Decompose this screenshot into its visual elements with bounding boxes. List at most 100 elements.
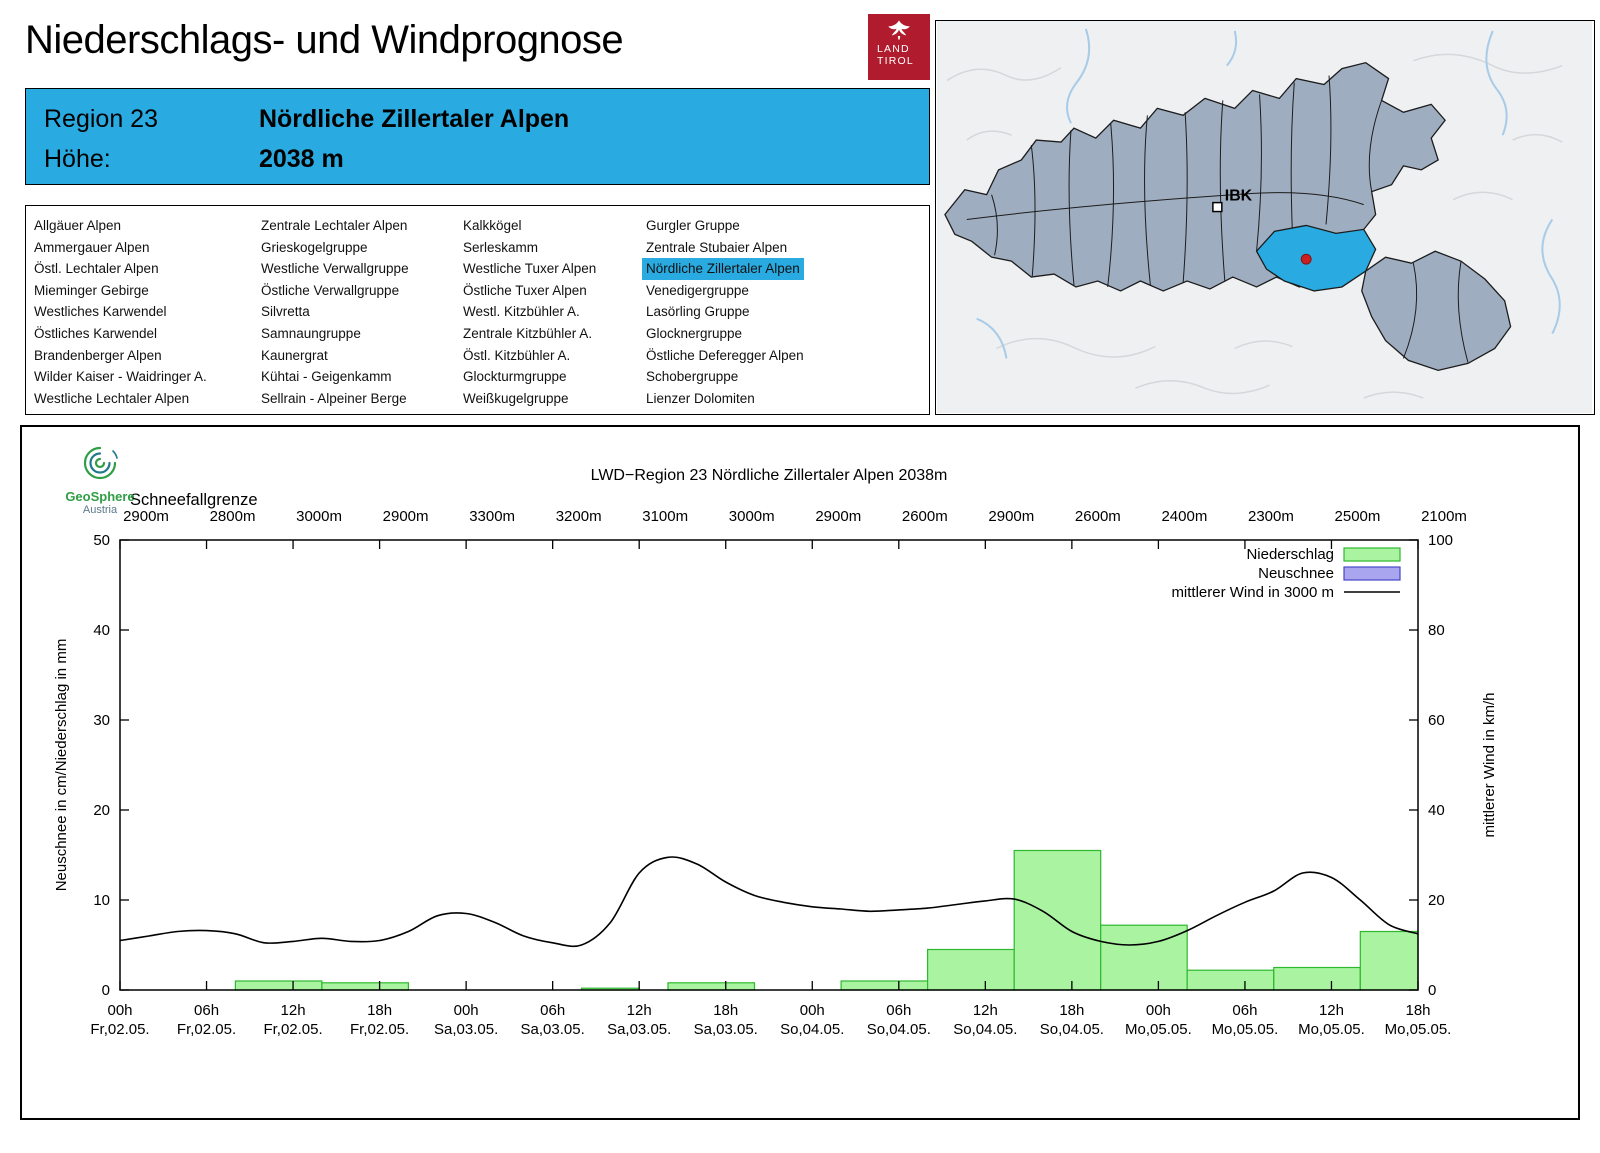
region-list-item[interactable]: Lasörling Gruppe	[646, 304, 750, 320]
x-axis-time-label: 18h	[367, 1002, 392, 1019]
map-region-highlighted[interactable]	[1255, 224, 1377, 292]
precipitation-bar	[1100, 924, 1188, 991]
region-list-item[interactable]: Wilder Kaiser - Waidringer A.	[34, 369, 207, 385]
region-list-item[interactable]: Westliche Verwallgruppe	[261, 261, 409, 277]
x-axis-time-label: 06h	[886, 1002, 911, 1019]
region-list-item[interactable]: Venedigergruppe	[646, 282, 749, 298]
region-list-item[interactable]: Mieminger Gebirge	[34, 282, 149, 298]
wind-line	[119, 856, 1419, 948]
y2-axis-tick-label: 80	[1428, 622, 1445, 639]
x-axis-date-label: Sa,03.05.	[434, 1021, 498, 1038]
region-list-item[interactable]: Brandenberger Alpen	[34, 347, 162, 363]
snowline-value: 2900m	[383, 508, 429, 525]
x-axis-date-label: So,04.05.	[953, 1021, 1017, 1038]
precipitation-bar	[1013, 849, 1102, 991]
x-axis-time-label: 12h	[1319, 1002, 1344, 1019]
region-list-item[interactable]: Serleskamm	[463, 239, 539, 255]
region-list-item[interactable]: Östliche Verwallgruppe	[261, 282, 400, 298]
region-list-item[interactable]: Zentrale Stubaier Alpen	[646, 239, 788, 255]
region-list-item[interactable]: Grieskogelgruppe	[261, 239, 368, 255]
geosphere-icon	[83, 446, 118, 480]
y-axis-tick-label: 50	[93, 532, 110, 549]
region-list-item[interactable]: Westliches Karwendel	[34, 304, 167, 320]
x-axis-time-label: 12h	[281, 1002, 306, 1019]
region-list-item[interactable]: Weißkugelgruppe	[463, 390, 569, 406]
tirol-overview-map: IBK	[935, 20, 1595, 415]
region-list-item[interactable]: Schobergruppe	[646, 369, 739, 385]
x-axis-time-label: 12h	[627, 1002, 652, 1019]
y2-axis-tick-label: 100	[1428, 532, 1453, 549]
x-axis-time-label: 12h	[973, 1002, 998, 1019]
y-axis-tick-label: 0	[102, 982, 110, 999]
legend-swatch	[1343, 547, 1401, 562]
region-list-item[interactable]: Westl. Kitzbühler A.	[463, 304, 580, 320]
region-list-item[interactable]: Glockturmgruppe	[463, 369, 567, 385]
forecast-chart: 0 10 20 30 40 50 0 20 40 60 80 100 00h Fr,02.05. 2900m…	[53, 467, 1498, 1038]
map-region-east-tirol[interactable]	[1361, 250, 1512, 371]
region-list-item[interactable]: Kalkkögel	[463, 218, 522, 233]
region-list-item[interactable]: Sellrain - Alpeiner Berge	[261, 390, 407, 406]
geosphere-logo: GeoSphere Austria	[44, 443, 156, 516]
region-list-item[interactable]: Zentrale Kitzbühler A.	[463, 325, 593, 341]
region-list-item[interactable]: Östliche Tuxer Alpen	[463, 282, 587, 298]
y-axis-tick-label: 20	[93, 802, 110, 819]
snowline-value: 3100m	[642, 508, 688, 525]
snowline-value: 2900m	[815, 508, 861, 525]
region-number-label: Region 23	[44, 105, 158, 133]
page-title: Niederschlags- und Windprognose	[25, 18, 624, 62]
region-list-item[interactable]: Westliche Tuxer Alpen	[463, 261, 597, 277]
legend-label: mittlerer Wind in 3000 m	[1171, 584, 1334, 601]
region-list-item[interactable]: Silvretta	[261, 304, 310, 320]
legend-label: Niederschlag	[1246, 546, 1334, 563]
logo-land-text: LAND	[877, 43, 910, 55]
x-axis-date-label: Sa,03.05.	[694, 1021, 758, 1038]
y-axis-tick-label: 40	[93, 622, 110, 639]
precipitation-bar	[926, 948, 1015, 991]
x-axis-time-label: 18h	[713, 1002, 738, 1019]
x-axis-time-label: 06h	[540, 1002, 565, 1019]
region-list-item[interactable]: Östl. Kitzbühler A.	[463, 347, 571, 363]
region-list-item[interactable]: Kühtai - Geigenkamm	[261, 369, 392, 385]
x-axis-date-label: So,04.05.	[867, 1021, 931, 1038]
precipitation-bar	[321, 982, 409, 991]
x-axis-time-label: 06h	[1232, 1002, 1257, 1019]
snowline-label: Schneefallgrenze	[130, 491, 258, 509]
x-axis-date-label: So,04.05.	[780, 1021, 844, 1038]
station-marker	[1300, 253, 1312, 265]
legend-label: Neuschnee	[1258, 565, 1334, 582]
region-list-item[interactable]: Östliche Deferegger Alpen	[646, 347, 804, 363]
region-list-item[interactable]: Östliches Karwendel	[34, 325, 158, 341]
snowline-value: 3300m	[469, 508, 515, 525]
region-list-item[interactable]: Östl. Lechtaler Alpen	[34, 261, 159, 277]
region-list-item[interactable]: Glocknergruppe	[646, 325, 743, 341]
geosphere-name: GeoSphere	[65, 489, 135, 504]
region-list-item[interactable]: Gurgler Gruppe	[646, 218, 740, 233]
region-list-item[interactable]: Ammergauer Alpen	[34, 239, 150, 255]
region-column-3: Kalkkögel Serleskamm Westliche Tuxer Alpen…	[463, 215, 646, 414]
geosphere-country: Austria	[82, 504, 118, 516]
snowline-value: 2900m	[988, 508, 1034, 525]
region-list-item-selected[interactable]: Nördliche Zillertaler Alpen	[642, 258, 804, 280]
x-axis-date-label: Fr,02.05.	[177, 1021, 236, 1038]
region-list-item[interactable]: Zentrale Lechtaler Alpen	[261, 218, 408, 233]
precipitation-bar	[1186, 969, 1275, 991]
precipitation-bar	[1359, 930, 1419, 991]
region-list-item[interactable]: Allgäuer Alpen	[34, 218, 122, 233]
river-lines	[976, 28, 1561, 359]
region-list-item[interactable]: Westliche Lechtaler Alpen	[34, 390, 190, 406]
x-axis-date-label: Fr,02.05.	[263, 1021, 322, 1038]
y2-axis-tick-label: 40	[1428, 802, 1445, 819]
x-axis-time-label: 00h	[800, 1002, 825, 1019]
region-list-item[interactable]: Kaunergrat	[261, 347, 328, 363]
land-tirol-logo: LAND TIROL	[868, 14, 930, 80]
x-axis-time-label: 18h	[1059, 1002, 1084, 1019]
x-axis-time-label: 00h	[454, 1002, 479, 1019]
region-list-item[interactable]: Lienzer Dolomiten	[646, 390, 755, 406]
x-axis-time-label: 00h	[1146, 1002, 1171, 1019]
plot-frame	[119, 539, 1419, 991]
y-axis-tick-label: 30	[93, 712, 110, 729]
forecast-chart-panel: 0 10 20 30 40 50 0 20 40 60 80 100 00h Fr,02.05. 2900m…	[20, 425, 1580, 1120]
region-list-item[interactable]: Samnaungruppe	[261, 325, 361, 341]
x-axis-date-label: Mo,05.05.	[1212, 1021, 1279, 1038]
snowline-value: 2600m	[902, 508, 948, 525]
